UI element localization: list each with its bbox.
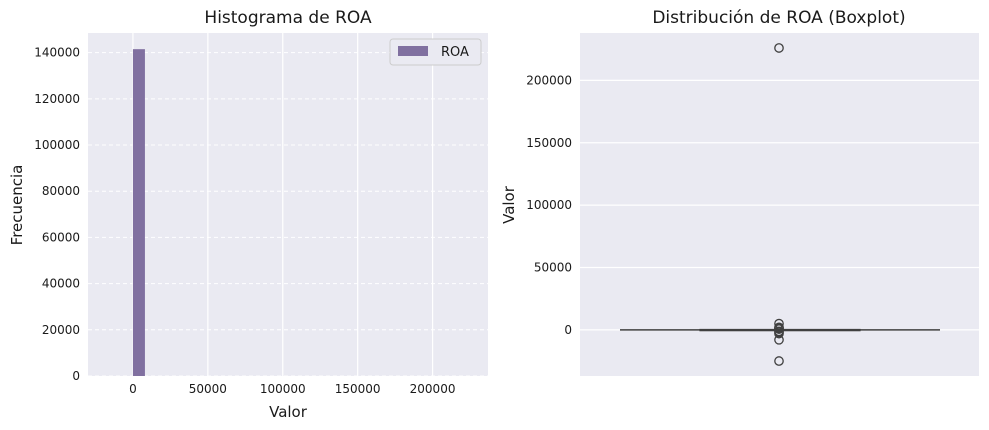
histogram-y-tick-label: 100000	[34, 138, 80, 152]
histogram-y-tick-label: 60000	[42, 230, 80, 244]
histogram-title: Histograma de ROA	[204, 8, 372, 28]
boxplot-y-tick-label: 150000	[526, 136, 572, 150]
histogram-bars	[132, 49, 145, 377]
boxplot-y-label: Valor	[500, 185, 518, 224]
histogram-legend: ROA	[389, 38, 482, 66]
histogram-y-tick-label: 20000	[42, 323, 80, 337]
histogram-y-ticks: 0 20000 40000 60000 80000 100000 120000 140000	[34, 46, 80, 383]
boxplot-outlier	[774, 43, 784, 53]
histogram-x-ticks: 0 50000 100000 150000 200000	[129, 382, 455, 396]
boxplot-title: Distribución de ROA (Boxplot)	[652, 8, 905, 28]
boxplot-panel: 0 50000 100000 150000 200000 Distribución de…	[500, 8, 979, 376]
histogram-panel: 0 50000 100000 150000 200000 0 20000 40000 6000…	[8, 8, 488, 421]
legend-box	[389, 38, 482, 66]
boxplot-y-tick-label: 200000	[526, 73, 572, 87]
histogram-x-tick-label: 100000	[260, 382, 306, 396]
histogram-horizontal-grid	[88, 52, 488, 377]
boxplot-outlier	[774, 356, 784, 366]
histogram-y-tick-label: 140000	[34, 46, 80, 60]
histogram-y-tick-label: 40000	[42, 277, 80, 291]
boxplot-outlier	[774, 328, 784, 339]
boxplot-marks	[620, 43, 940, 366]
histogram-x-tick-label: 0	[129, 382, 137, 396]
boxplot-y-ticks: 0 50000 100000 150000 200000	[526, 73, 572, 336]
histogram-x-tick-label: 50000	[189, 382, 227, 396]
boxplot-y-tick-label: 100000	[526, 198, 572, 212]
boxplot-y-tick-label: 50000	[534, 260, 572, 274]
legend-swatch	[398, 46, 428, 56]
histogram-plot-area	[88, 33, 488, 376]
histogram-y-tick-label: 120000	[34, 92, 80, 106]
histogram-y-tick-label: 80000	[42, 184, 80, 198]
boxplot-y-tick-label: 0	[564, 323, 572, 337]
legend-label: ROA	[441, 45, 469, 60]
histogram-x-tick-label: 200000	[410, 382, 456, 396]
boxplot-outlier	[774, 334, 784, 345]
histogram-y-tick-label: 0	[72, 369, 80, 383]
histogram-x-tick-label: 150000	[335, 382, 381, 396]
histogram-y-label: Frecuencia	[8, 165, 26, 246]
histogram-x-label: Valor	[269, 403, 308, 421]
histogram-bar	[132, 49, 145, 377]
